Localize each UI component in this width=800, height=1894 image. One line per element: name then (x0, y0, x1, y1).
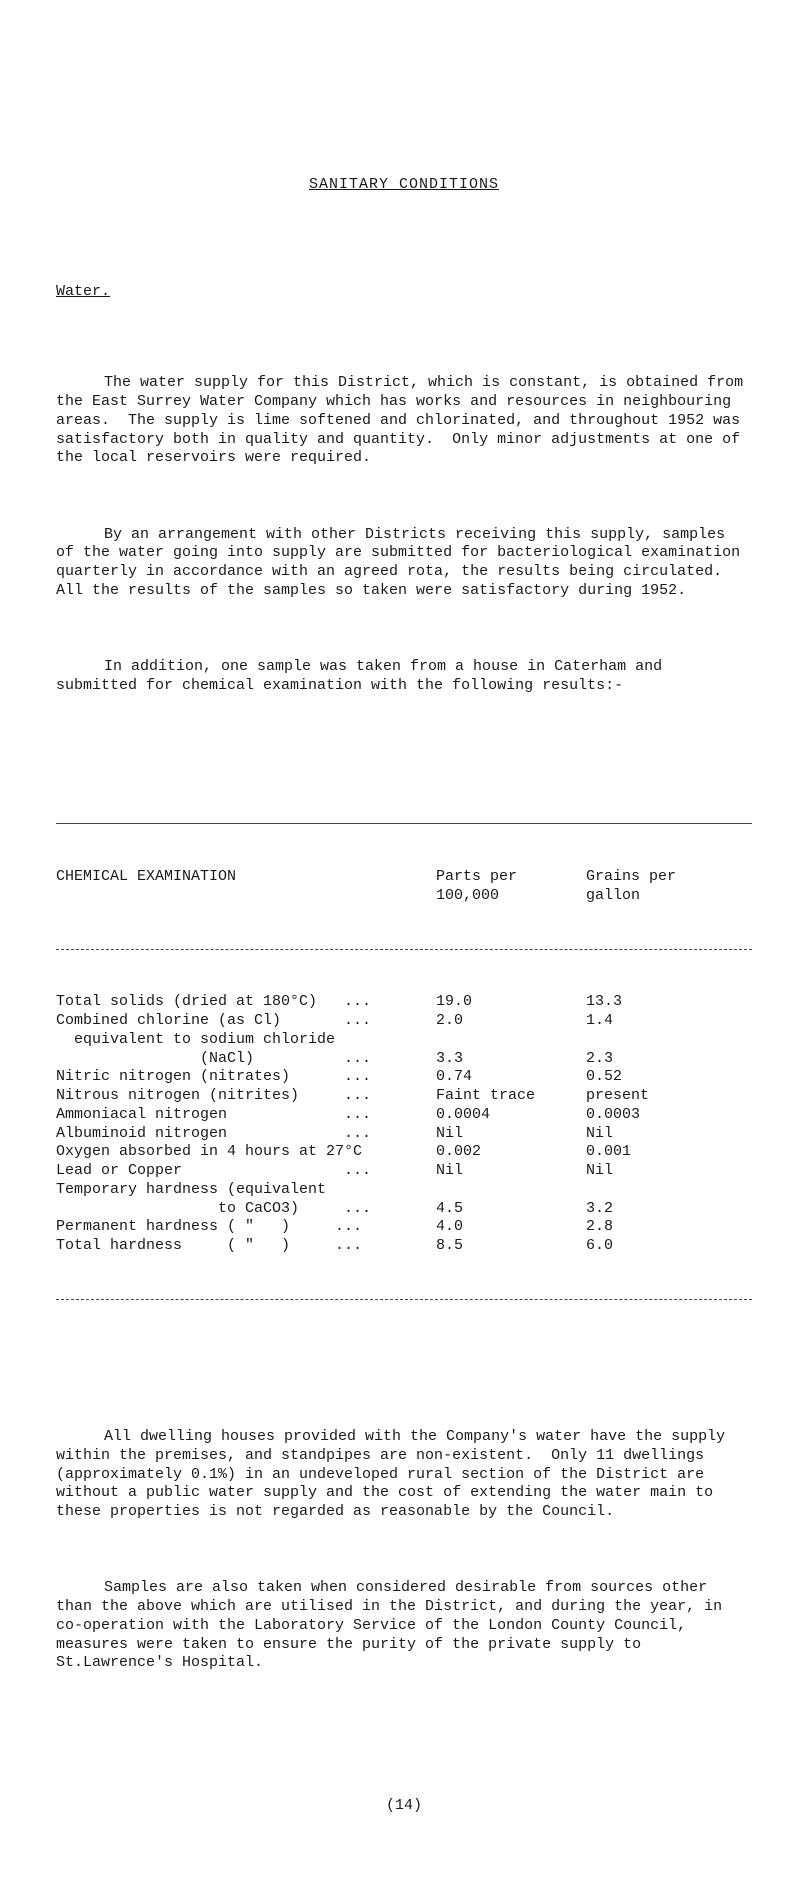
table-row: Permanent hardness ( " ) ...4.02.8 (56, 1218, 752, 1237)
table-cell-parts: 0.002 (436, 1143, 586, 1162)
table-cell-grains: 2.8 (586, 1218, 736, 1237)
table-row: to CaCO3) ...4.53.2 (56, 1200, 752, 1219)
table-cell-label: Total solids (dried at 180°C) ... (56, 993, 436, 1012)
chemical-examination-table: CHEMICAL EXAMINATION Parts per 100,000 G… (56, 780, 752, 1344)
table-row: Combined chlorine (as Cl) ...2.01.4 (56, 1012, 752, 1031)
table-cell-parts: Nil (436, 1162, 586, 1181)
table-cell-label: Total hardness ( " ) ... (56, 1237, 436, 1256)
table-cell-grains: 1.4 (586, 1012, 736, 1031)
table-cell-label: Albuminoid nitrogen ... (56, 1125, 436, 1144)
table-cell-label: Nitric nitrogen (nitrates) ... (56, 1068, 436, 1087)
table-cell-grains: 13.3 (586, 993, 736, 1012)
table-cell-parts: 4.5 (436, 1200, 586, 1219)
table-rule-bottom (56, 1299, 752, 1300)
table-cell-label: equivalent to sodium chloride (56, 1031, 436, 1050)
table-cell-grains (586, 1181, 736, 1200)
table-row: Total solids (dried at 180°C) ...19.013.… (56, 993, 752, 1012)
table-cell-parts (436, 1181, 586, 1200)
table-cell-label: (NaCl) ... (56, 1050, 436, 1069)
table-cell-parts: 3.3 (436, 1050, 586, 1069)
page-number: (14) (56, 1797, 752, 1816)
paragraph-5: Samples are also taken when considered d… (56, 1579, 752, 1673)
table-header-label: CHEMICAL EXAMINATION (56, 868, 436, 906)
table-cell-parts: 4.0 (436, 1218, 586, 1237)
table-cell-grains: 0.0003 (586, 1106, 736, 1125)
table-header-grains: Grains per gallon (586, 868, 736, 906)
table-row: Ammoniacal nitrogen ...0.00040.0003 (56, 1106, 752, 1125)
table-header-row: CHEMICAL EXAMINATION Parts per 100,000 G… (56, 868, 752, 906)
table-cell-parts: Nil (436, 1125, 586, 1144)
table-cell-parts: 19.0 (436, 993, 586, 1012)
table-row: Albuminoid nitrogen ...NilNil (56, 1125, 752, 1144)
table-cell-label: Lead or Copper ... (56, 1162, 436, 1181)
table-cell-label: Temporary hardness (equivalent (56, 1181, 436, 1200)
table-cell-grains: 0.001 (586, 1143, 736, 1162)
paragraph-3: In addition, one sample was taken from a… (56, 658, 752, 696)
table-row: Nitrous nitrogen (nitrites) ...Faint tra… (56, 1087, 752, 1106)
table-cell-label: to CaCO3) ... (56, 1200, 436, 1219)
table-cell-grains: 3.2 (586, 1200, 736, 1219)
table-row: Total hardness ( " ) ...8.56.0 (56, 1237, 752, 1256)
table-header-parts: Parts per 100,000 (436, 868, 586, 906)
table-cell-parts: 0.74 (436, 1068, 586, 1087)
table-cell-grains: present (586, 1087, 736, 1106)
table-cell-label: Permanent hardness ( " ) ... (56, 1218, 436, 1237)
table-cell-label: Combined chlorine (as Cl) ... (56, 1012, 436, 1031)
paragraph-4: All dwelling houses provided with the Co… (56, 1428, 752, 1522)
table-cell-parts (436, 1031, 586, 1050)
table-cell-grains (586, 1031, 736, 1050)
table-cell-parts: 8.5 (436, 1237, 586, 1256)
document-page: SANITARY CONDITIONS Water. The water sup… (0, 0, 800, 1894)
table-cell-grains: 2.3 (586, 1050, 736, 1069)
table-body: Total solids (dried at 180°C) ...19.013.… (56, 993, 752, 1256)
table-row: Lead or Copper ...NilNil (56, 1162, 752, 1181)
paragraph-2: By an arrangement with other Districts r… (56, 526, 752, 601)
table-cell-grains: Nil (586, 1125, 736, 1144)
table-rule-top (56, 823, 752, 824)
table-cell-grains: Nil (586, 1162, 736, 1181)
table-cell-parts: 0.0004 (436, 1106, 586, 1125)
table-rule-mid (56, 949, 752, 950)
table-cell-label: Ammoniacal nitrogen ... (56, 1106, 436, 1125)
table-row: Temporary hardness (equivalent (56, 1181, 752, 1200)
table-row: Oxygen absorbed in 4 hours at 27°C0.0020… (56, 1143, 752, 1162)
paragraph-1: The water supply for this District, whic… (56, 374, 752, 468)
table-row: equivalent to sodium chloride (56, 1031, 752, 1050)
document-title: SANITARY CONDITIONS (56, 176, 752, 195)
table-cell-grains: 0.52 (586, 1068, 736, 1087)
table-row: (NaCl) ...3.32.3 (56, 1050, 752, 1069)
table-cell-label: Nitrous nitrogen (nitrites) ... (56, 1087, 436, 1106)
table-row: Nitric nitrogen (nitrates) ...0.740.52 (56, 1068, 752, 1087)
table-cell-parts: 2.0 (436, 1012, 586, 1031)
table-cell-label: Oxygen absorbed in 4 hours at 27°C (56, 1143, 436, 1162)
section-heading-water: Water. (56, 283, 752, 302)
table-cell-grains: 6.0 (586, 1237, 736, 1256)
table-cell-parts: Faint trace (436, 1087, 586, 1106)
